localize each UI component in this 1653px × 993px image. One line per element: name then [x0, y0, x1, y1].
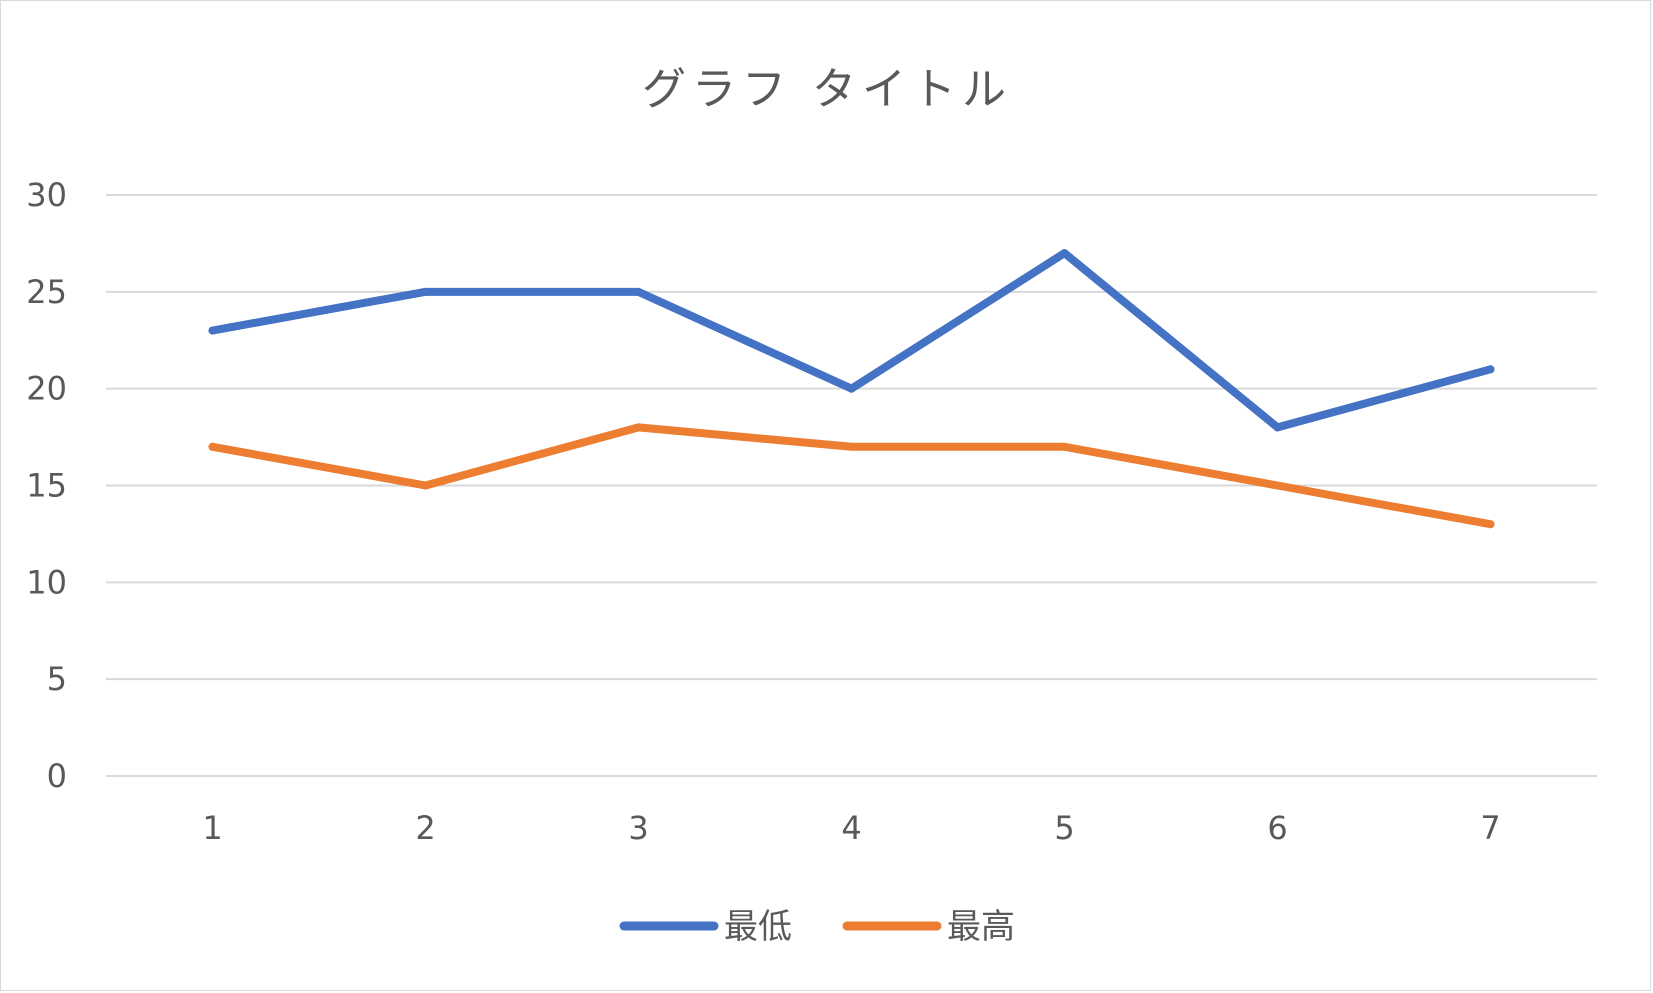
series-lines — [208, 249, 1495, 529]
legend-entry[interactable]: 最高 — [842, 907, 1015, 947]
y-tick-label: 30 — [26, 176, 67, 214]
data-point[interactable] — [421, 287, 430, 296]
data-point[interactable] — [1273, 423, 1282, 432]
x-tick-label: 1 — [202, 809, 222, 847]
y-tick-label: 0 — [47, 757, 67, 795]
series-points-2 — [208, 423, 1495, 529]
y-tick-label: 20 — [26, 370, 67, 408]
data-point[interactable] — [1486, 365, 1495, 374]
data-point[interactable] — [847, 442, 856, 451]
x-tick-label: 6 — [1267, 809, 1287, 847]
data-point[interactable] — [1273, 481, 1282, 490]
data-point[interactable] — [1060, 249, 1069, 258]
y-tick-label: 5 — [47, 660, 67, 698]
data-point[interactable] — [208, 326, 217, 335]
data-point[interactable] — [1486, 520, 1495, 529]
x-axis-tick-labels: 1 2 3 4 5 6 7 — [202, 809, 1500, 847]
chart-title[interactable]: グラフ タイトル — [642, 64, 1012, 115]
y-tick-label: 15 — [26, 467, 67, 505]
series-points-1 — [208, 249, 1495, 432]
x-tick-label: 2 — [415, 809, 435, 847]
legend-label: 最高 — [947, 907, 1015, 947]
x-tick-label: 3 — [628, 809, 648, 847]
y-tick-label: 10 — [26, 563, 67, 601]
x-tick-label: 5 — [1054, 809, 1074, 847]
x-tick-label: 4 — [841, 809, 861, 847]
y-tick-label: 25 — [26, 273, 67, 311]
data-point[interactable] — [634, 287, 643, 296]
data-point[interactable] — [421, 481, 430, 490]
data-point[interactable] — [208, 442, 217, 451]
legend-entry[interactable]: 最低 — [619, 907, 792, 947]
series-line-1[interactable] — [208, 249, 1495, 432]
x-tick-label: 7 — [1480, 809, 1500, 847]
gridlines — [106, 194, 1597, 777]
data-point[interactable] — [847, 384, 856, 393]
legend-label: 最低 — [724, 907, 792, 947]
data-point[interactable] — [1060, 442, 1069, 451]
series-line-2[interactable] — [208, 423, 1495, 529]
legend[interactable]: 最低 最高 — [619, 907, 1015, 947]
y-axis-tick-labels: 0 5 10 15 20 25 30 — [26, 176, 67, 795]
data-point[interactable] — [634, 423, 643, 432]
